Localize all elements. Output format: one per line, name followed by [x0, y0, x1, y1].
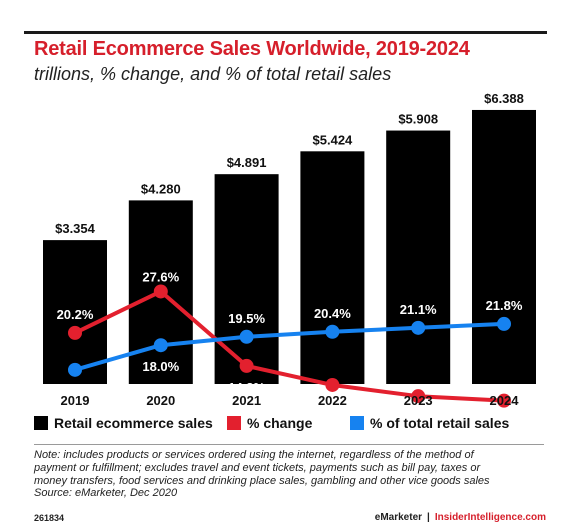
note-line: payment or fulfillment; excludes travel … [34, 461, 481, 474]
bar-value-label: $5.424 [313, 132, 354, 147]
bar-value-label: $4.280 [141, 181, 181, 196]
bar-value-label: $4.891 [227, 155, 267, 170]
x-tick-label: 2021 [232, 393, 261, 408]
change-point-2022 [325, 377, 340, 392]
share-value-label: 18.0% [142, 359, 179, 374]
bar-value-label: $3.354 [55, 221, 96, 236]
footer-brand: eMarketer | InsiderIntelligence.com [375, 512, 546, 523]
bar-group: $3.354 $4.280 $4.891 $5.424 $5.908 $6.388 [43, 91, 536, 384]
brand-separator: | [427, 512, 430, 523]
bar-2024 [472, 109, 536, 384]
top-rule [24, 31, 547, 34]
bar-2019 [43, 240, 107, 384]
share-point-2022 [325, 324, 340, 339]
share-line [74, 321, 505, 372]
change-value-label: 27.6% [142, 269, 179, 284]
chart-canvas: $3.354 $4.280 $4.891 $5.424 $5.908 $6.388 20.… [43, 90, 536, 415]
x-tick-label: 2019 [61, 393, 90, 408]
x-tick-label: 2022 [318, 393, 347, 408]
change-point-2023 [411, 389, 426, 404]
x-axis-labels: 2019 2020 2021 2022 2023 2024 [61, 393, 520, 408]
change-value-label: 14.3% [228, 380, 265, 395]
change-value-label: 20.2% [57, 307, 94, 322]
share-point-2019 [68, 362, 82, 377]
bar-2022 [300, 151, 365, 384]
legend-swatch-sales [34, 416, 48, 430]
legend-item-change: % change [227, 415, 312, 431]
brand-name: eMarketer [374, 512, 423, 523]
note-line: money transfers, food services and drink… [34, 474, 490, 487]
note-line: Note: includes products or services orde… [34, 449, 474, 461]
bar-2023 [386, 130, 451, 384]
legend-label-sales: Retail ecommerce sales [54, 415, 213, 431]
share-value-label: 21.8% [486, 298, 523, 313]
share-point-2024 [497, 316, 511, 331]
legend-label-change: % change [247, 415, 313, 431]
share-value-label: 20.4% [314, 306, 351, 321]
legend-swatch-change [227, 416, 241, 430]
change-line [74, 289, 505, 403]
share-point-2021 [239, 329, 254, 344]
legend: Retail ecommerce sales % change % of tot… [34, 415, 544, 435]
x-tick-label: 2023 [404, 393, 433, 408]
source-line: Source: eMarketer, Dec 2020 [34, 487, 178, 500]
brand-site-link[interactable]: InsiderIntelligence.com [434, 512, 546, 523]
change-value-label: 8.9% [403, 410, 433, 415]
chart-title: Retail Ecommerce Sales Worldwide, 2019-2… [34, 38, 470, 60]
legend-label-share: % of total retail sales [370, 415, 510, 431]
line-group: 20.2%27.6%14.3%10.9%8.9%8.1%13.6%18.0%19… [57, 269, 523, 415]
share-value-label: 21.1% [400, 302, 437, 317]
share-point-2023 [411, 320, 426, 335]
share-value-label: 13.6% [57, 386, 94, 401]
bar-value-label: $6.388 [484, 91, 524, 106]
chart-subtitle: trillions, % change, and % of total reta… [34, 64, 392, 84]
chart-note: Note: includes products or services orde… [34, 449, 546, 500]
chart-id: 261834 [34, 513, 65, 523]
bar-value-label: $5.908 [398, 112, 438, 127]
change-point-2020 [153, 284, 168, 299]
share-point-2020 [153, 338, 168, 353]
change-point-2019 [68, 325, 82, 340]
x-tick-label: 2020 [146, 393, 175, 408]
share-value-label: 19.5% [228, 311, 265, 326]
note-divider [34, 444, 544, 445]
change-value-label: 10.9% [314, 399, 351, 414]
bar-2021 [214, 174, 279, 384]
legend-item-share: % of total retail sales [350, 415, 509, 431]
change-point-2021 [239, 358, 254, 373]
change-point-2024 [497, 393, 511, 408]
legend-swatch-share [350, 416, 364, 430]
x-tick-label: 2024 [490, 393, 520, 408]
legend-item-sales: Retail ecommerce sales [34, 415, 213, 431]
